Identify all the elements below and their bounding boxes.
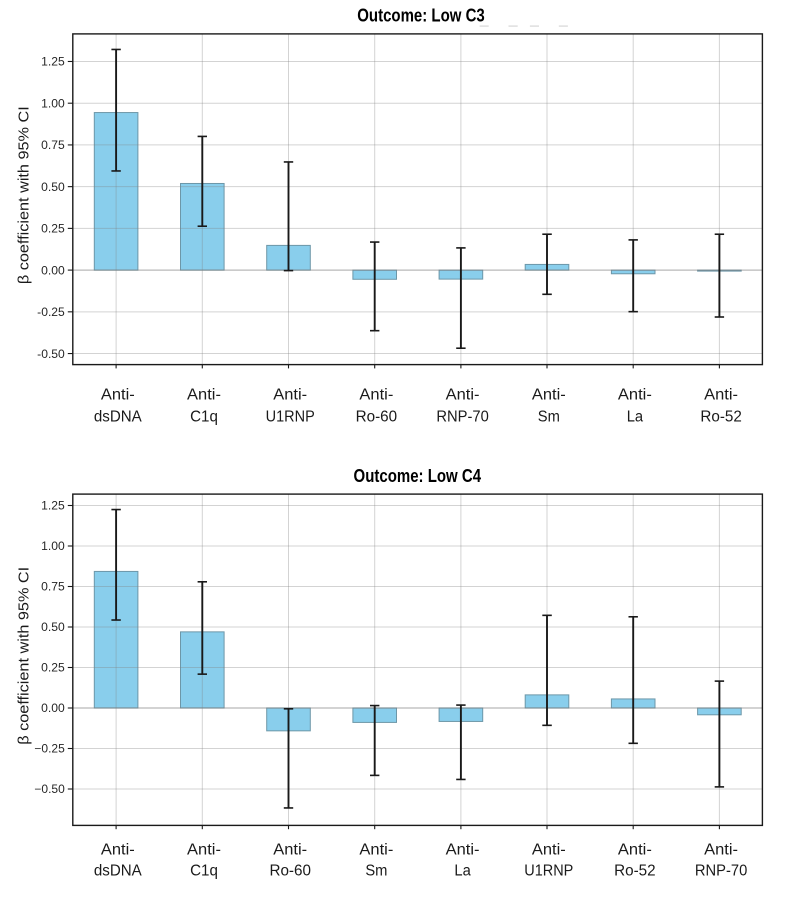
svg-text:0.75: 0.75 <box>41 581 65 594</box>
svg-text:La: La <box>454 863 471 880</box>
svg-text:Anti-: Anti- <box>618 386 652 403</box>
svg-text:0.75: 0.75 <box>41 139 65 152</box>
svg-text:0.50: 0.50 <box>41 621 65 634</box>
svg-text:Sm: Sm <box>538 409 560 426</box>
svg-text:Anti-: Anti- <box>187 386 221 403</box>
svg-text:Ro-60: Ro-60 <box>269 863 311 880</box>
svg-text:RNP-70: RNP-70 <box>695 863 747 880</box>
svg-text:0.00: 0.00 <box>41 702 65 715</box>
svg-text:C1q: C1q <box>190 409 218 426</box>
svg-text:Anti-: Anti- <box>273 841 307 858</box>
svg-text:Outcome: Low C4: Outcome: Low C4 <box>354 466 482 486</box>
svg-text:Anti-: Anti- <box>101 386 135 403</box>
svg-text:-0.25: -0.25 <box>37 306 65 319</box>
svg-text:dsDNA: dsDNA <box>94 863 143 880</box>
svg-text:Anti-: Anti- <box>101 841 135 858</box>
svg-text:Anti-: Anti- <box>618 841 652 858</box>
svg-text:dsDNA: dsDNA <box>94 409 143 426</box>
svg-text:Anti-: Anti- <box>532 841 566 858</box>
svg-text:Anti-: Anti- <box>704 841 738 858</box>
svg-text:C1q: C1q <box>190 863 218 880</box>
svg-text:Anti-: Anti- <box>187 841 221 858</box>
svg-text:1.00: 1.00 <box>41 540 65 553</box>
svg-text:Anti-: Anti- <box>446 841 480 858</box>
svg-text:β coefficient with 95% CI: β coefficient with 95% CI <box>16 106 33 284</box>
svg-text:1.25: 1.25 <box>41 56 65 69</box>
svg-text:0.50: 0.50 <box>41 181 65 194</box>
svg-text:Anti-: Anti- <box>704 386 738 403</box>
svg-text:0.00: 0.00 <box>41 264 65 277</box>
svg-text:-0.50: -0.50 <box>37 348 65 361</box>
svg-text:U1RNP: U1RNP <box>524 863 573 880</box>
svg-text:0.25: 0.25 <box>41 662 65 675</box>
svg-text:Anti-: Anti- <box>532 386 566 403</box>
svg-text:Anti-: Anti- <box>359 841 393 858</box>
svg-text:U1RNP: U1RNP <box>266 409 315 426</box>
svg-text:−0.50: −0.50 <box>34 783 64 796</box>
svg-text:1.25: 1.25 <box>41 500 65 513</box>
svg-text:Sm: Sm <box>365 863 387 880</box>
svg-text:β coefficient with 95% CI: β coefficient with 95% CI <box>16 567 33 745</box>
svg-text:Ro-52: Ro-52 <box>614 863 656 880</box>
svg-text:Ro-60: Ro-60 <box>356 409 398 426</box>
svg-text:Anti-: Anti- <box>446 386 480 403</box>
svg-text:1.00: 1.00 <box>41 97 65 110</box>
svg-text:Outcome: Low C3: Outcome: Low C3 <box>357 5 485 25</box>
svg-text:0.25: 0.25 <box>41 223 65 236</box>
svg-text:RNP-70: RNP-70 <box>436 409 488 426</box>
svg-text:Anti-: Anti- <box>273 386 307 403</box>
svg-text:La: La <box>627 409 644 426</box>
svg-text:−0.25: −0.25 <box>34 743 64 756</box>
svg-text:Ro-52: Ro-52 <box>700 409 742 426</box>
svg-text:Anti-: Anti- <box>359 386 393 403</box>
